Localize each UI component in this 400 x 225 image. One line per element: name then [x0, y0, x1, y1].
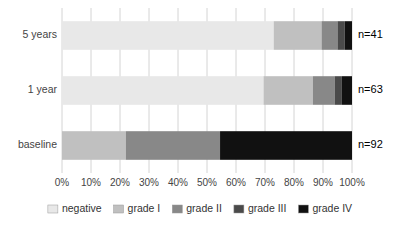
bar-segment: [342, 76, 352, 105]
legend-swatch: [234, 205, 244, 213]
x-tick-label: 100%: [339, 177, 365, 188]
legend-swatch: [48, 205, 58, 213]
legend-label: negative: [62, 202, 102, 214]
x-tick-label: 20%: [110, 177, 130, 188]
bar-segment: [62, 21, 274, 50]
annotation: n=41: [358, 28, 383, 40]
x-tick-label: 50%: [197, 177, 217, 188]
x-tick-label: 10%: [81, 177, 101, 188]
x-tick-label: 80%: [284, 177, 304, 188]
legend-label: grade I: [128, 202, 161, 214]
bar-segment: [62, 76, 264, 105]
bar-segment: [345, 21, 352, 50]
x-tick-label: 90%: [313, 177, 333, 188]
y-tick-label: 5 years: [23, 28, 57, 40]
chart: 0% 10% 20% 30% 40% 50% 60% 70% 80% 90% 100% baselin…: [0, 0, 400, 225]
bar-segment: [322, 21, 338, 50]
annotations: n=92 n=63 n=41: [358, 28, 383, 150]
x-tick-label: 40%: [168, 177, 188, 188]
bar-segment: [264, 76, 313, 105]
annotation: n=92: [358, 138, 383, 150]
legend-label: grade IV: [312, 202, 352, 214]
bar-segment: [220, 131, 352, 160]
bar-segment: [335, 76, 342, 105]
y-tick-label: 1 year: [28, 83, 58, 95]
grid: [62, 8, 352, 173]
legend-item: grade I: [114, 202, 161, 214]
bar-segment: [126, 131, 220, 160]
bar-segment: [338, 21, 345, 50]
legend: negative grade I grade II grade III grade IV: [48, 202, 352, 214]
x-tick-label: 30%: [139, 177, 159, 188]
x-tick-label: 60%: [226, 177, 246, 188]
legend-item: grade III: [234, 202, 287, 214]
bar-segment: [62, 131, 126, 160]
legend-item: negative: [48, 202, 102, 214]
x-tick-label: 0%: [55, 177, 70, 188]
legend-item: grade IV: [298, 202, 352, 214]
x-tick-label: 70%: [255, 177, 275, 188]
annotation: n=63: [358, 83, 383, 95]
legend-item: grade II: [172, 202, 222, 214]
legend-swatch: [114, 205, 124, 213]
y-axis: baseline 1 year 5 years: [18, 28, 58, 150]
y-tick-label: baseline: [18, 138, 57, 150]
bar-segment: [313, 76, 335, 105]
x-axis: 0% 10% 20% 30% 40% 50% 60% 70% 80% 90% 100%: [55, 177, 365, 188]
bars: [62, 21, 352, 160]
legend-swatch: [298, 205, 308, 213]
legend-label: grade II: [186, 202, 222, 214]
legend-swatch: [172, 205, 182, 213]
legend-label: grade III: [248, 202, 287, 214]
bar-segment: [274, 21, 322, 50]
